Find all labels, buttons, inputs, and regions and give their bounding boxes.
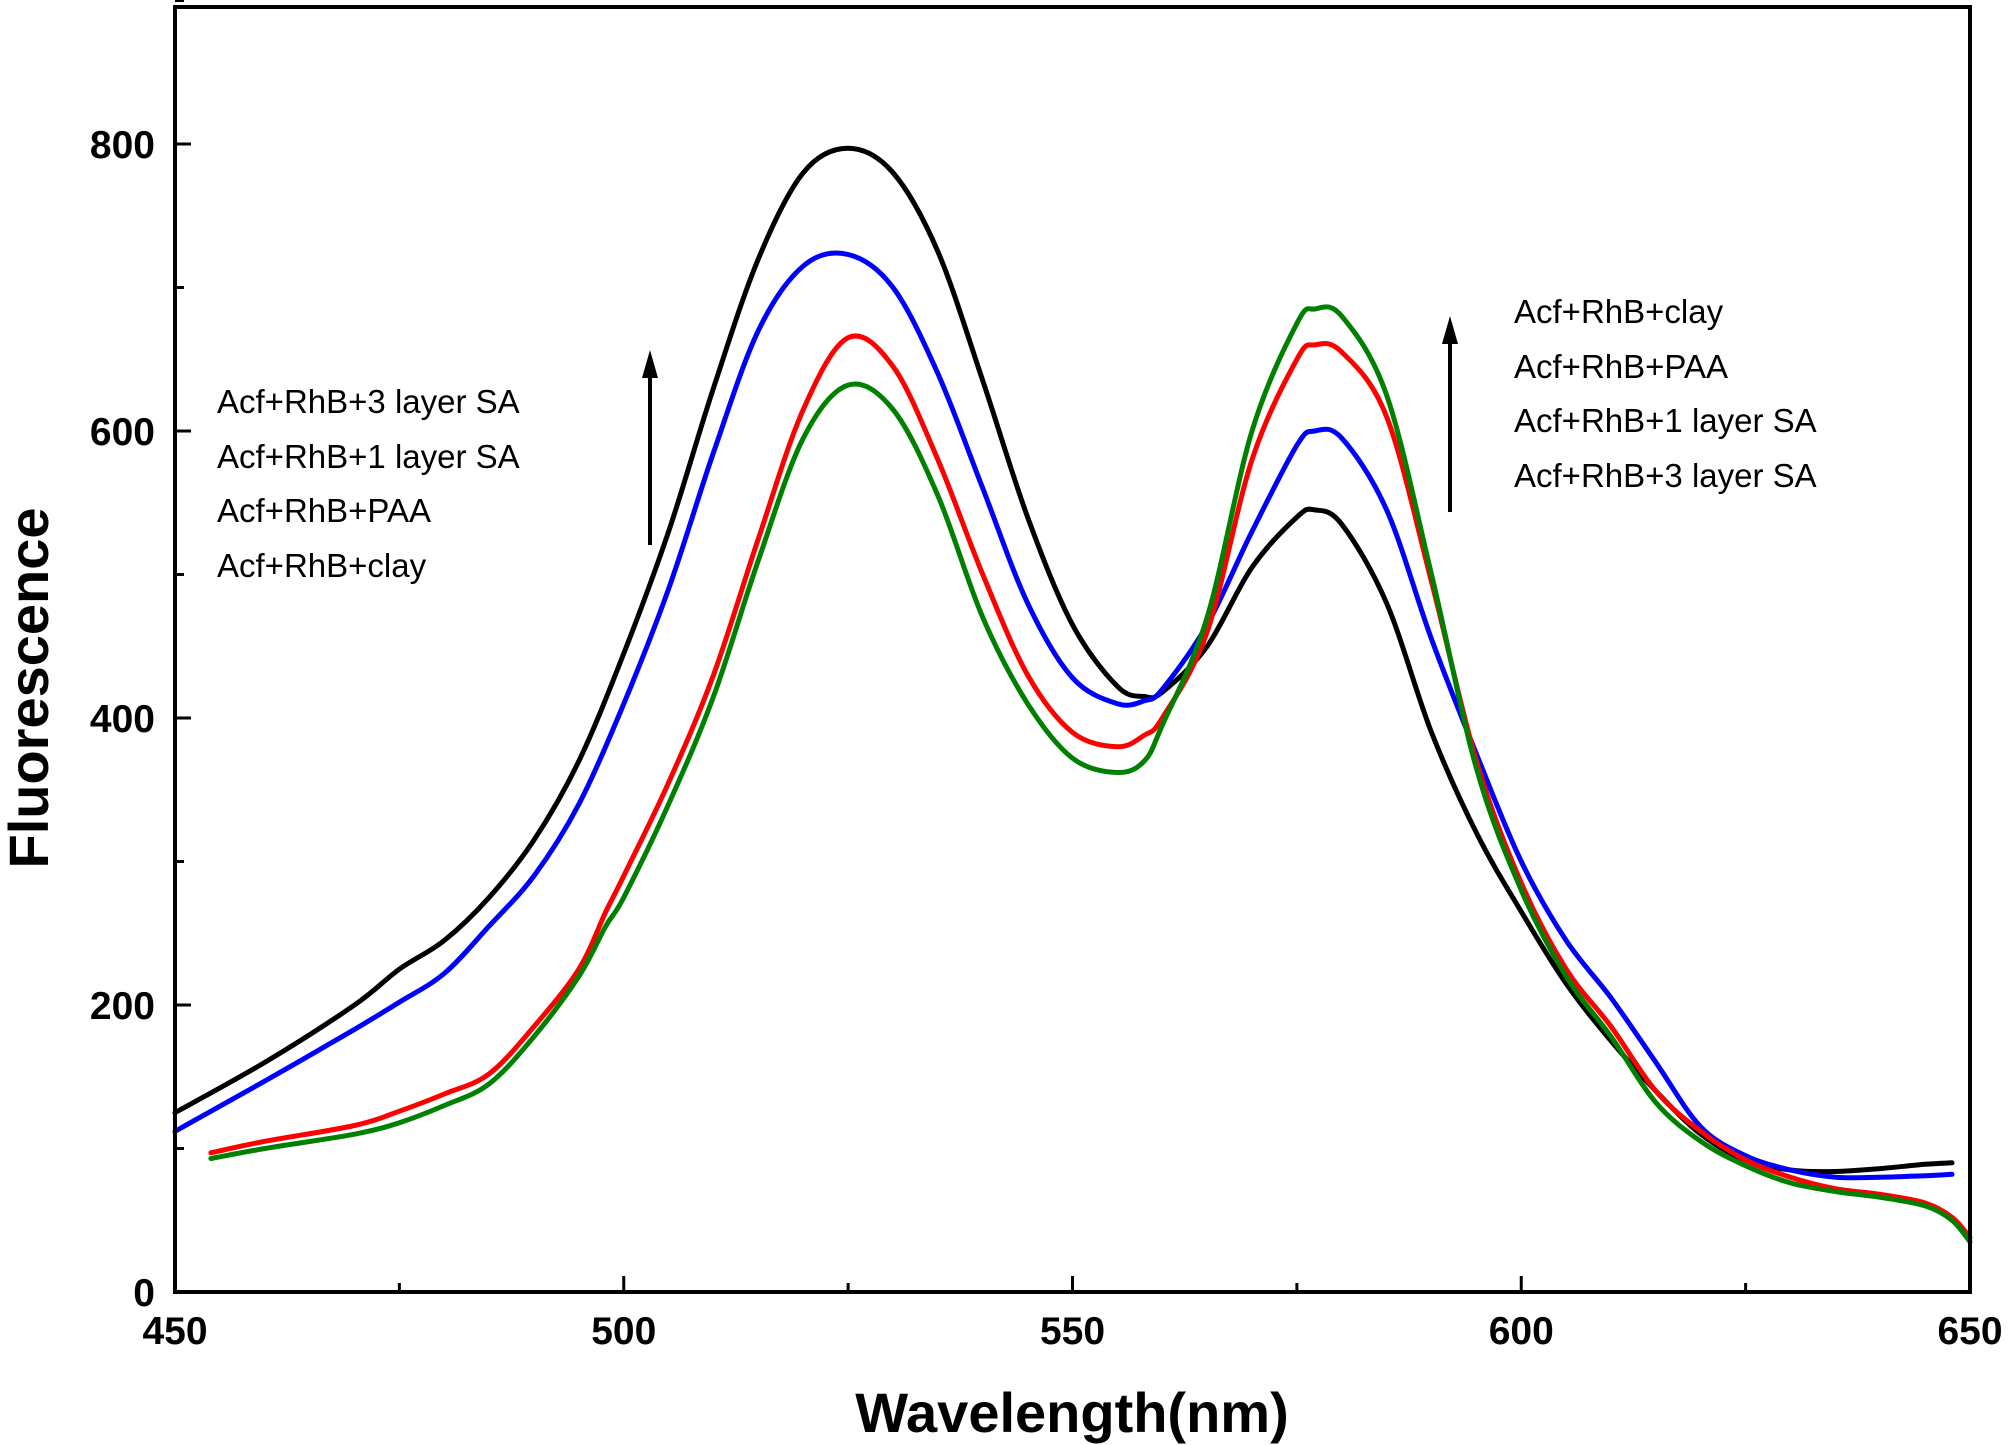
left-legend-item: Acf+RhB+PAA	[217, 492, 431, 529]
ticks-layer: 450 500 550 600 650 0 200 400 600 800	[90, 0, 2003, 1353]
left-legend-item: Acf+RhB+clay	[217, 547, 427, 584]
y-tick-label: 200	[90, 985, 155, 1028]
left-arrow	[642, 350, 658, 545]
x-axis-title: Wavelength(nm)	[855, 1381, 1288, 1444]
x-tick-label: 450	[142, 1310, 207, 1353]
left-legend-item: Acf+RhB+3 layer SA	[217, 383, 520, 420]
y-tick-label: 800	[90, 124, 155, 167]
right-legend-item: Acf+RhB+3 layer SA	[1514, 457, 1817, 494]
right-arrow	[1442, 316, 1458, 512]
left-arrow-head	[642, 350, 658, 378]
y-tick-label: 0	[133, 1272, 155, 1315]
series-line-2	[172, 250, 1955, 1181]
right-legend: Acf+RhB+clay Acf+RhB+PAA Acf+RhB+1 layer…	[1514, 293, 1817, 494]
x-tick-label: 600	[1489, 1310, 1554, 1353]
series-line-3	[208, 333, 1973, 1240]
series-line-4	[208, 304, 1973, 1245]
right-legend-item: Acf+RhB+clay	[1514, 293, 1724, 330]
right-arrow-head	[1442, 316, 1458, 344]
right-legend-item: Acf+RhB+1 layer SA	[1514, 402, 1817, 439]
series-layer	[172, 145, 1973, 1245]
y-tick-label: 400	[90, 698, 155, 741]
left-legend-item: Acf+RhB+1 layer SA	[217, 438, 520, 475]
y-tick-label: 600	[90, 411, 155, 454]
x-tick-label: 650	[1937, 1310, 2002, 1353]
x-tick-label: 550	[1040, 1310, 1105, 1353]
plot-frame	[173, 5, 1972, 1294]
right-legend-item: Acf+RhB+PAA	[1514, 348, 1728, 385]
x-tick-label: 500	[591, 1310, 656, 1353]
left-legend: Acf+RhB+3 layer SA Acf+RhB+1 layer SA Ac…	[217, 383, 520, 584]
y-axis-title: Fluorescence	[0, 507, 60, 868]
